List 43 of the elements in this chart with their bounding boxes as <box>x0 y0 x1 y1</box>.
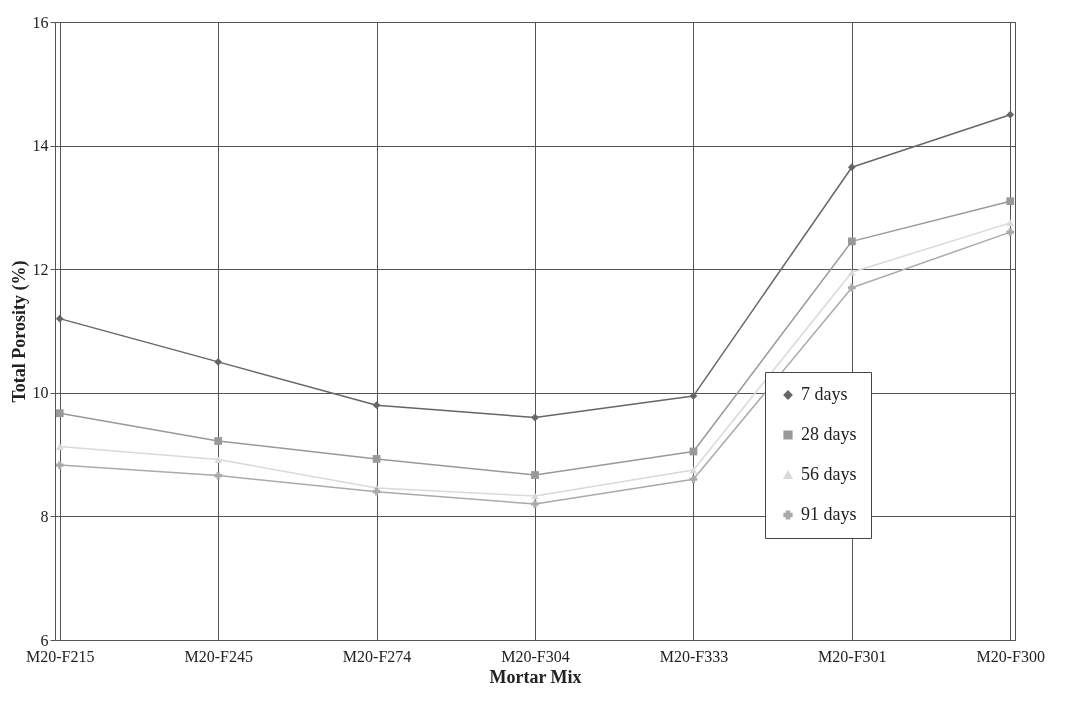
legend-label: 56 days <box>801 464 857 484</box>
y-tick-label: 12 <box>32 260 49 278</box>
y-axis-title: Total Porosity (%) <box>8 260 30 403</box>
point <box>372 455 381 463</box>
legend-label: 91 days <box>801 504 857 524</box>
point <box>55 314 64 323</box>
point <box>372 401 381 410</box>
x-tick-label: M20-F245 <box>184 647 253 665</box>
point <box>1006 219 1015 227</box>
legend-label: 28 days <box>801 424 857 444</box>
point <box>214 471 223 480</box>
x-tick-label: M20-F300 <box>976 647 1045 665</box>
y-tick-label: 6 <box>40 631 49 649</box>
point <box>531 413 539 422</box>
point <box>1006 228 1015 236</box>
point <box>55 409 64 418</box>
y-tick-label: 8 <box>40 507 49 525</box>
point <box>372 487 381 496</box>
point <box>214 358 223 366</box>
x-tick-label: M20-F301 <box>818 647 887 665</box>
point <box>847 268 856 276</box>
x-tick-label: M20-F274 <box>342 647 412 665</box>
point <box>689 475 698 484</box>
x-tick-label: M20-F333 <box>659 647 729 665</box>
legend-label: 7 days <box>801 384 848 404</box>
point <box>214 437 223 445</box>
point <box>1006 110 1015 119</box>
point <box>531 471 539 479</box>
point <box>847 163 856 172</box>
x-tick-label: M20-F304 <box>501 647 570 665</box>
point <box>55 461 64 469</box>
y-tick-label: 10 <box>32 384 49 402</box>
y-tick-label: 14 <box>32 137 49 155</box>
point <box>689 392 698 400</box>
point <box>847 283 856 292</box>
point <box>847 237 856 246</box>
y-tick-label: 16 <box>32 13 49 31</box>
point <box>531 500 539 508</box>
point <box>1006 197 1015 206</box>
point <box>55 443 64 450</box>
point <box>214 456 223 463</box>
x-axis-title: Mortar Mix <box>489 666 582 687</box>
x-tick-label: M20-F215 <box>26 647 95 665</box>
